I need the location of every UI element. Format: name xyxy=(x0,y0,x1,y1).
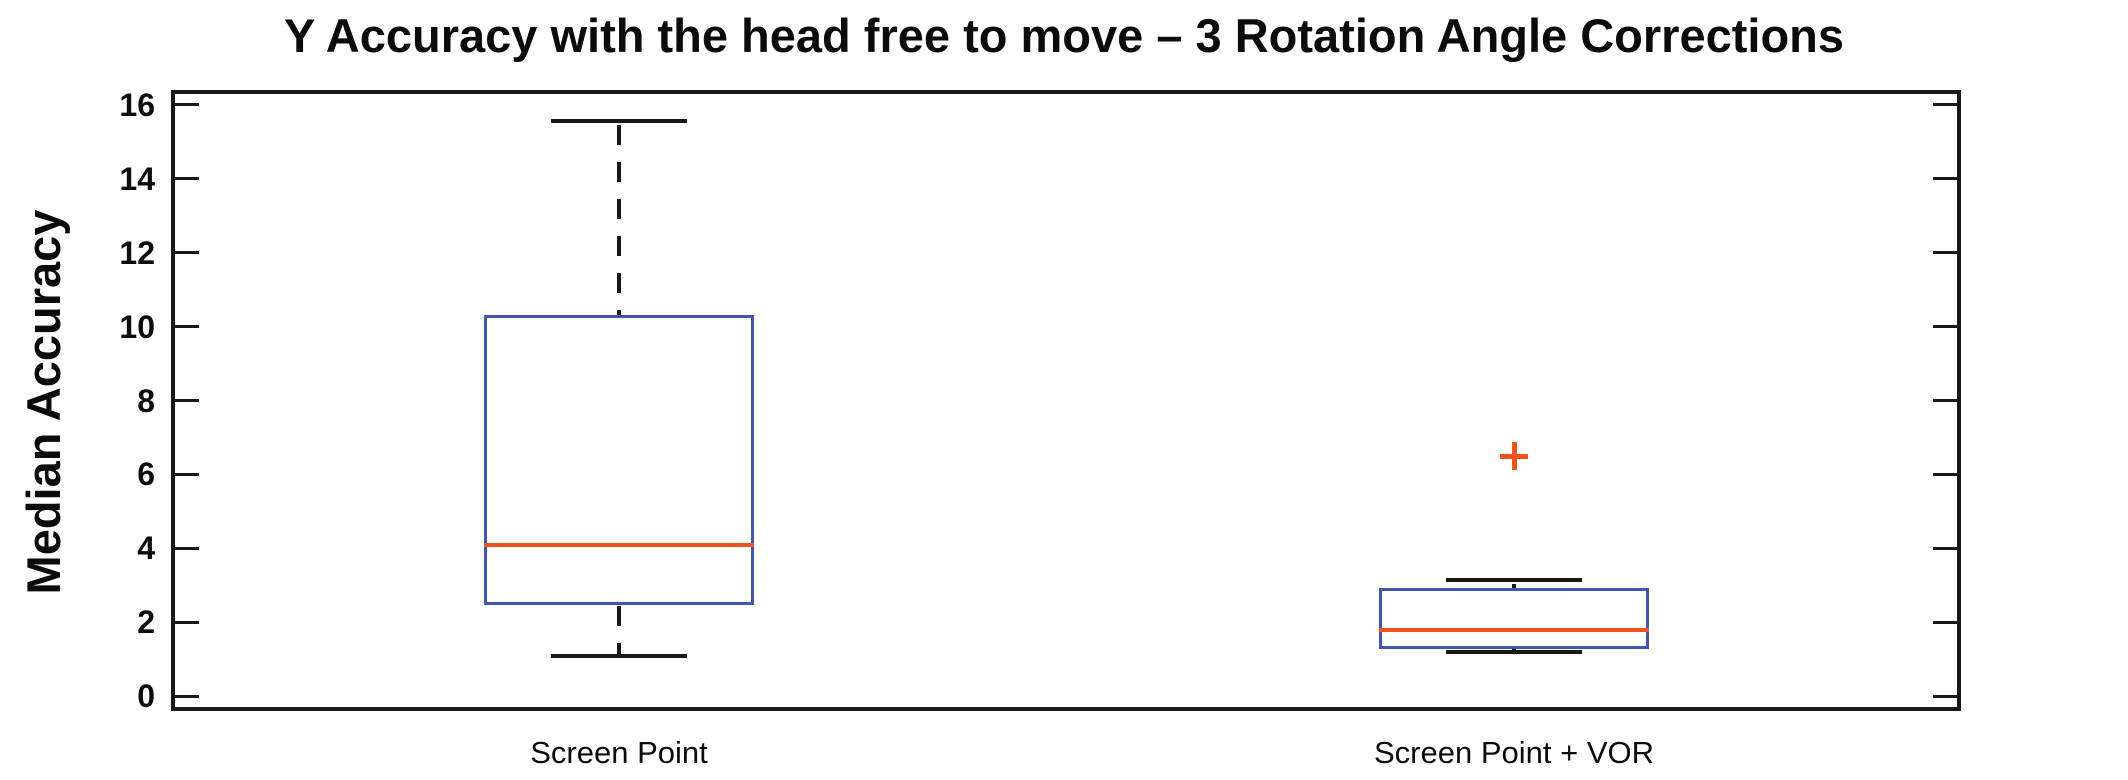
y-tick-label: 12 xyxy=(119,235,155,271)
y-tick-label: 8 xyxy=(137,383,155,419)
box-iqr xyxy=(1379,588,1649,649)
chart-title: Y Accuracy with the head free to move – … xyxy=(283,9,1845,62)
y-tick-left xyxy=(175,695,199,698)
y-tick-left xyxy=(175,325,199,328)
lower-whisker-cap xyxy=(551,654,687,658)
y-tick-right xyxy=(1933,547,1957,550)
y-tick-label: 16 xyxy=(119,87,155,123)
y-tick-label: 6 xyxy=(137,456,155,492)
box-iqr xyxy=(484,315,754,605)
y-tick-left xyxy=(175,399,199,402)
upper-whisker-cap xyxy=(551,119,687,123)
y-tick-right xyxy=(1933,399,1957,402)
y-tick-left xyxy=(175,103,199,106)
y-tick-right xyxy=(1933,177,1957,180)
median-line xyxy=(484,543,754,547)
x-category-label: Screen Point xyxy=(530,735,708,770)
plot-area xyxy=(171,90,1961,711)
upper-whisker-line xyxy=(617,125,621,315)
x-category-label: Screen Point + VOR xyxy=(1374,735,1654,770)
y-tick-right xyxy=(1933,103,1957,106)
y-tick-right xyxy=(1933,621,1957,624)
y-tick-label: 10 xyxy=(119,309,155,345)
y-tick-label: 0 xyxy=(137,678,155,714)
upper-whisker-line xyxy=(1512,584,1516,588)
y-tick-right xyxy=(1933,325,1957,328)
y-tick-label: 2 xyxy=(137,604,155,640)
y-tick-right xyxy=(1933,695,1957,698)
median-line xyxy=(1379,628,1649,632)
lower-whisker-cap xyxy=(1446,650,1582,654)
upper-whisker-cap xyxy=(1446,578,1582,582)
lower-whisker-line xyxy=(617,606,621,656)
y-tick-left xyxy=(175,621,199,624)
y-tick-left xyxy=(175,251,199,254)
y-tick-left xyxy=(175,547,199,550)
y-tick-left xyxy=(175,177,199,180)
y-tick-right xyxy=(1933,473,1957,476)
y-tick-label: 4 xyxy=(137,530,155,566)
outlier-marker-vbar xyxy=(1512,442,1517,470)
y-tick-label: 14 xyxy=(119,161,155,197)
y-tick-left xyxy=(175,473,199,476)
y-tick-right xyxy=(1933,251,1957,254)
